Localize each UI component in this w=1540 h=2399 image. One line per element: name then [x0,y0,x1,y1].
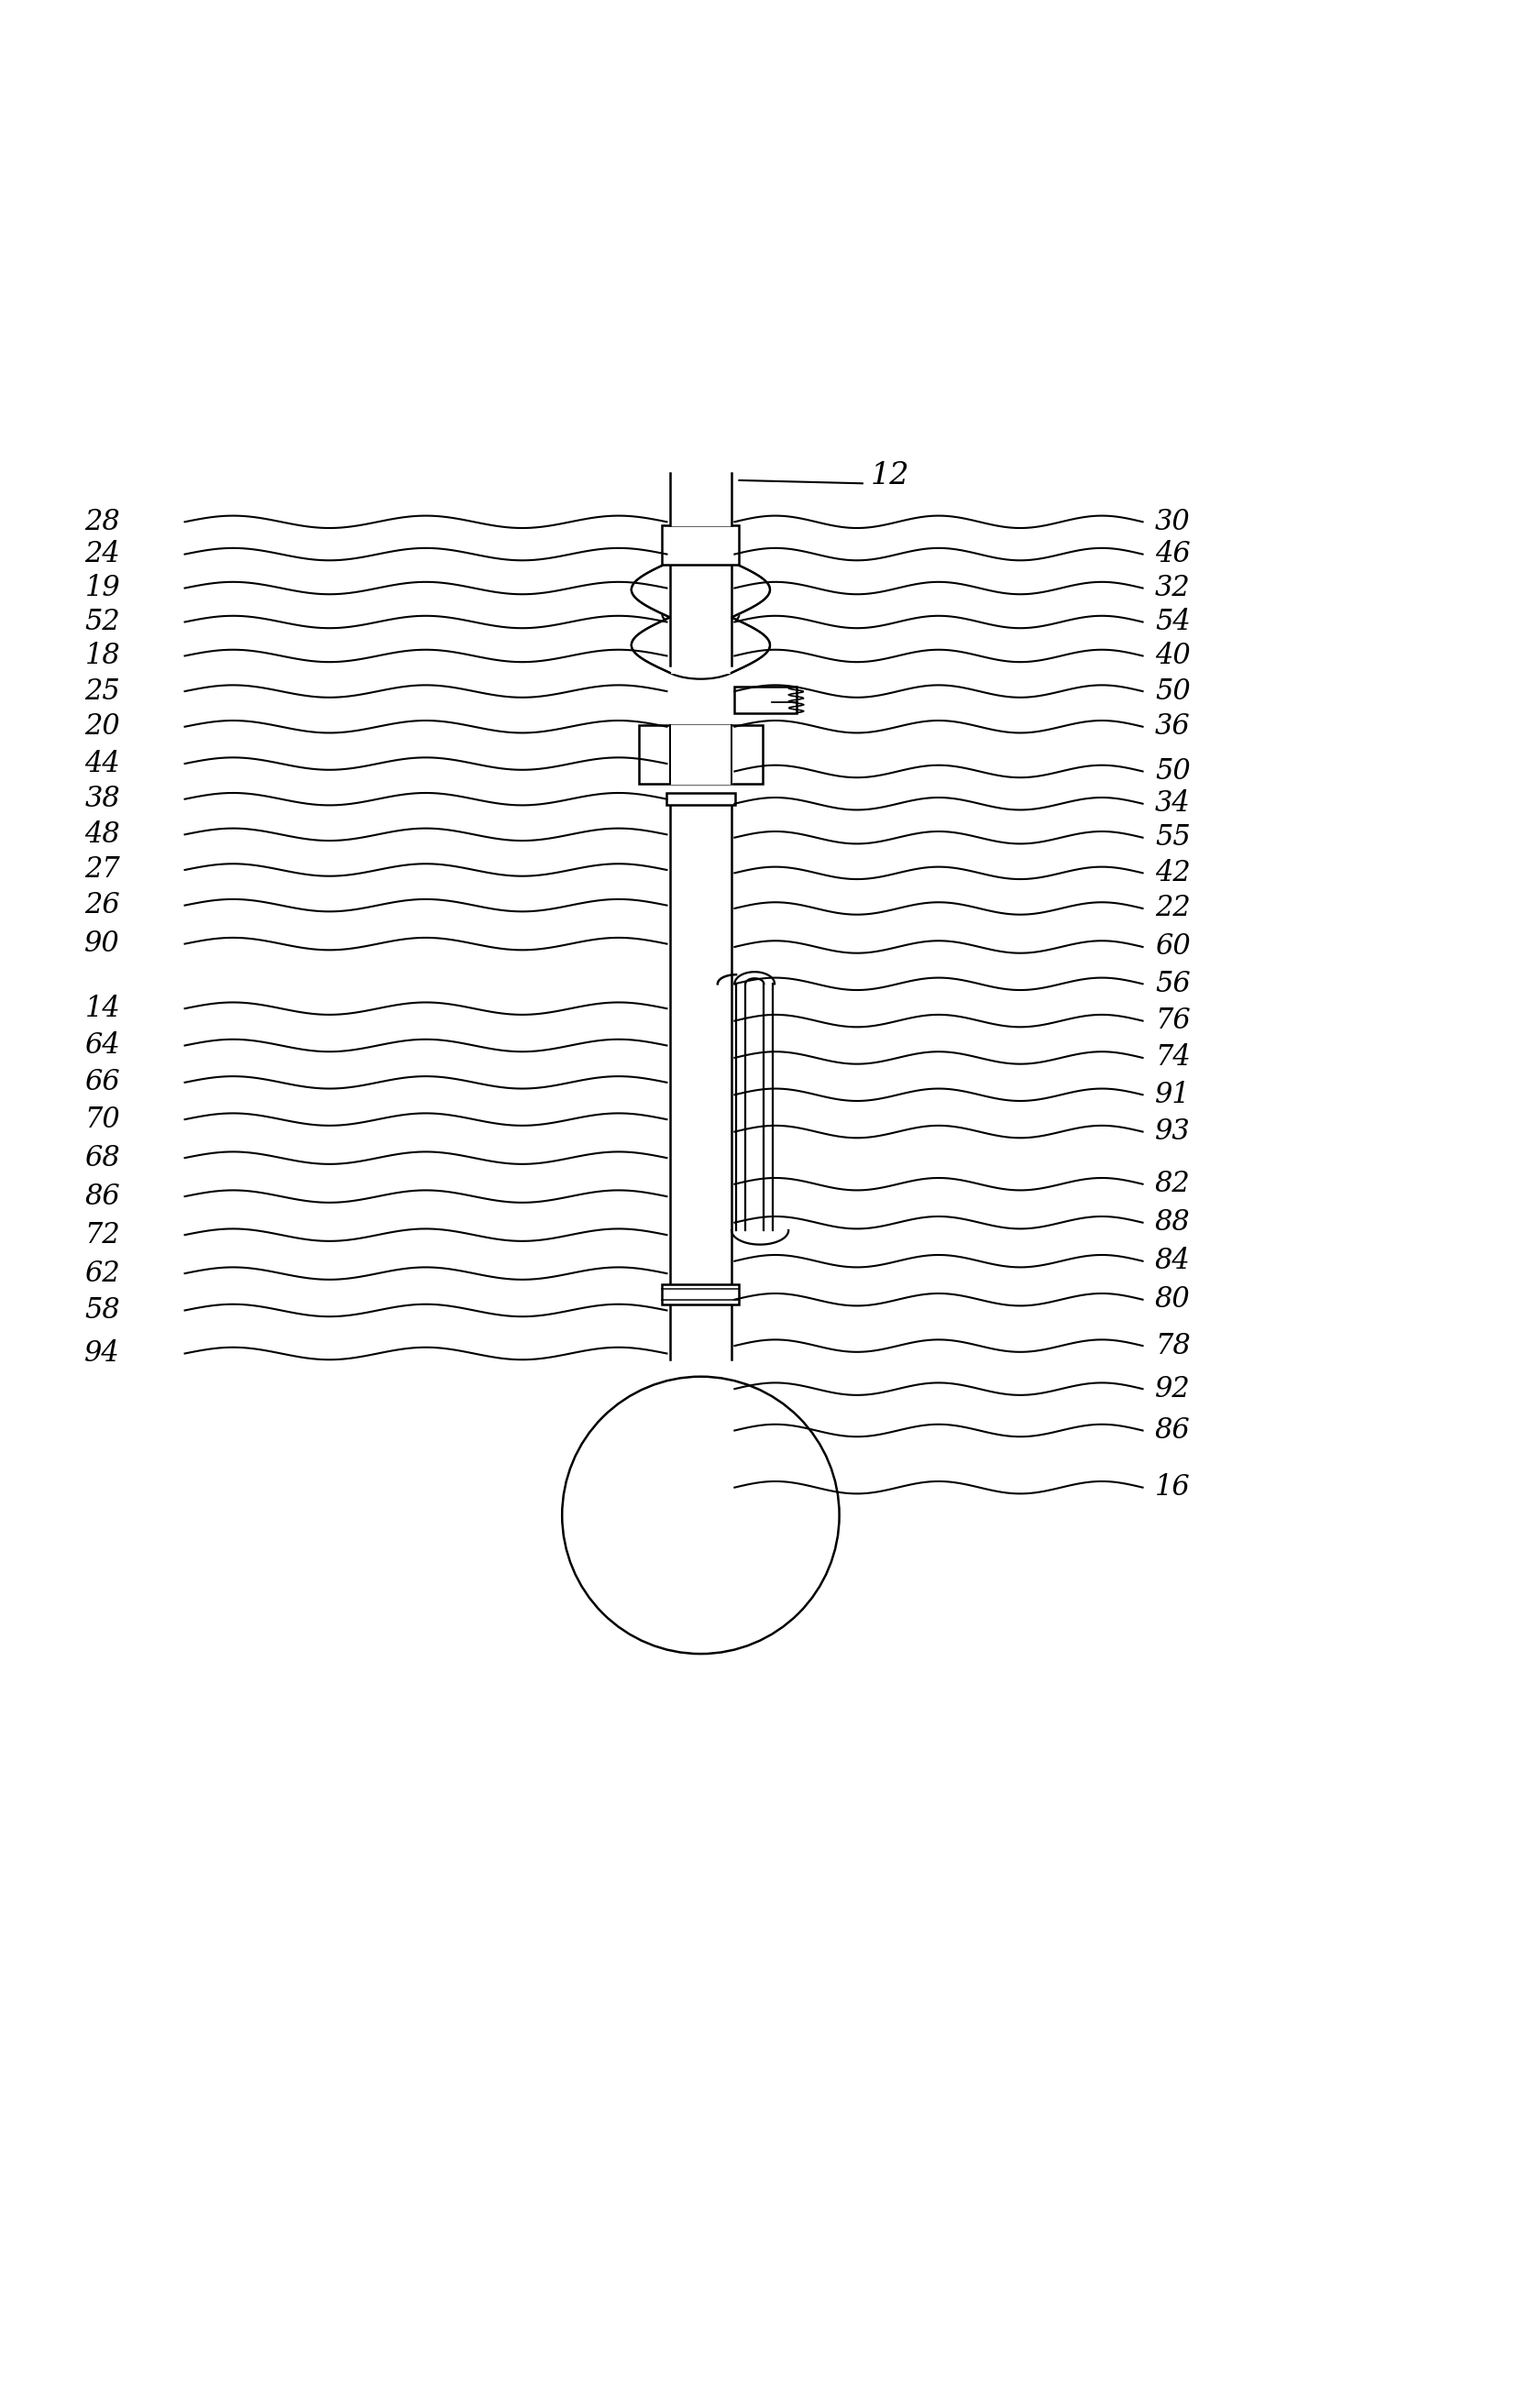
Text: 86: 86 [85,1183,120,1211]
Text: 48: 48 [85,820,120,849]
Text: 44: 44 [85,748,120,777]
Bar [735,686,796,713]
Text: 78: 78 [1155,1331,1190,1360]
Text: 66: 66 [85,1068,120,1096]
Text: 82: 82 [1155,1171,1190,1200]
Text: 27: 27 [85,856,120,885]
Text: 38: 38 [85,784,120,813]
Text: 92: 92 [1155,1375,1190,1403]
Text: 80: 80 [1155,1286,1190,1315]
Ellipse shape [662,573,739,605]
Text: 91: 91 [1155,1080,1190,1108]
Text: 46: 46 [1155,540,1190,569]
Bar [639,724,762,784]
Text: 52: 52 [85,607,120,636]
Text: 24: 24 [85,540,120,569]
Bar [665,794,735,806]
Text: 28: 28 [85,509,120,535]
Text: 56: 56 [1155,969,1190,998]
Text: 26: 26 [85,890,120,919]
Circle shape [562,1377,839,1653]
Text: 14: 14 [85,993,120,1022]
Ellipse shape [662,624,739,655]
Text: 40: 40 [1155,641,1190,669]
Text: 86: 86 [1155,1415,1190,1444]
Text: 16: 16 [1155,1473,1190,1502]
Text: 64: 64 [85,1032,120,1060]
Text: 20: 20 [85,713,120,741]
Text: 90: 90 [85,931,120,957]
Text: 34: 34 [1155,789,1190,818]
Text: 76: 76 [1155,1008,1190,1034]
Bar [662,525,739,566]
Text: 42: 42 [1155,859,1190,888]
Text: 60: 60 [1155,933,1190,962]
Text: 55: 55 [1155,823,1190,852]
Text: 30: 30 [1155,509,1190,535]
Text: 70: 70 [85,1106,120,1135]
Text: 94: 94 [85,1339,120,1367]
Text: 32: 32 [1155,573,1190,602]
Bar [662,1283,739,1305]
Text: 62: 62 [85,1259,120,1288]
Text: 50: 50 [1155,677,1190,705]
Text: 18: 18 [85,641,120,669]
Text: 84: 84 [1155,1247,1190,1276]
Ellipse shape [662,600,739,629]
Text: 74: 74 [1155,1044,1190,1072]
Text: 50: 50 [1155,758,1190,784]
Text: 22: 22 [1155,895,1190,924]
Ellipse shape [662,648,739,679]
Text: 54: 54 [1155,607,1190,636]
Text: 36: 36 [1155,713,1190,741]
Text: 25: 25 [85,677,120,705]
Text: 19: 19 [85,573,120,602]
Text: 58: 58 [85,1295,120,1324]
Text: 93: 93 [1155,1118,1190,1147]
Text: 72: 72 [85,1221,120,1250]
Text: 12: 12 [870,461,909,489]
Text: 68: 68 [85,1144,120,1173]
Polygon shape [735,972,775,984]
Text: 88: 88 [1155,1209,1190,1238]
